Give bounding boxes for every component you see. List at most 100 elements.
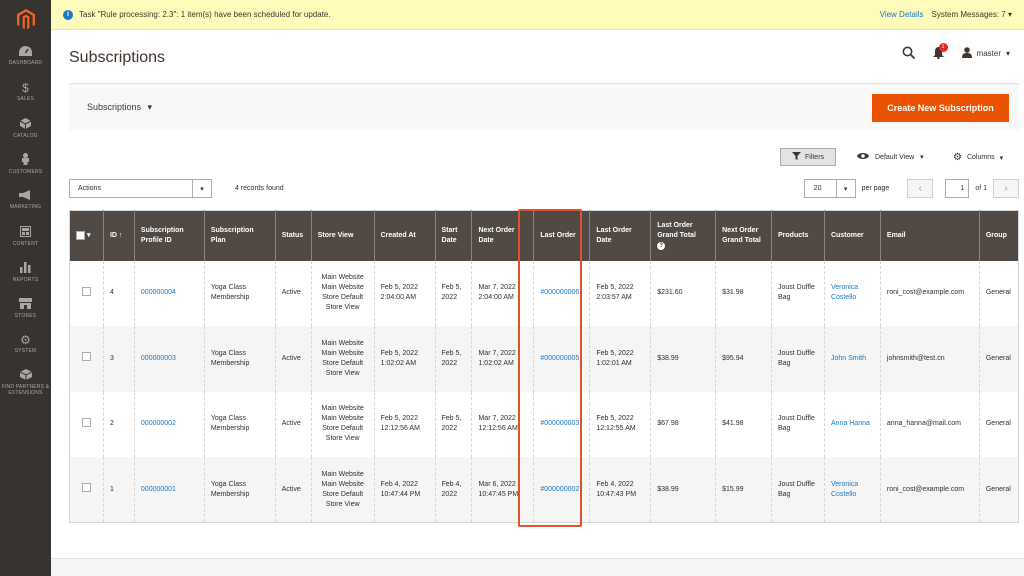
cell-id: 3	[102, 326, 135, 392]
cell-profile-id: 000000003	[133, 326, 205, 392]
cell-next-order-date-text: Mar 7, 2022 12:12:56 AM	[478, 415, 518, 433]
sidebar-item-reports[interactable]: Reports	[0, 254, 51, 290]
column-header-store-view[interactable]: Store View	[310, 210, 375, 261]
system-messages-toggle[interactable]: System Messages: 7 ▾	[932, 10, 1013, 19]
cell-plan: Yoga Class Membership	[203, 260, 276, 326]
sidebar-item-catalog[interactable]: Catalog	[0, 110, 51, 146]
admin-sidebar: Dashboard $ Sales Catalog Customers Mark…	[0, 0, 51, 576]
sidebar-item-sales[interactable]: $ Sales	[0, 74, 51, 110]
grid-actions-row: Actions ▾ 4 records found 20 ▾ per page …	[69, 179, 1019, 199]
table-row[interactable]: 2 000000002 Yoga Class Membership Active Mai…	[69, 391, 1019, 457]
layout-icon	[20, 225, 31, 240]
previous-page-button[interactable]: ‹	[907, 179, 934, 198]
cell-profile-id-link[interactable]: 000000002	[140, 420, 176, 428]
column-header-created-at[interactable]: Created At	[373, 210, 436, 261]
cell-id: 2	[102, 391, 135, 457]
next-page-button[interactable]: ›	[993, 179, 1019, 198]
row-checkbox[interactable]	[81, 417, 91, 427]
create-new-subscription-button[interactable]: Create New Subscription	[872, 94, 1009, 122]
cell-start-date-text: Feb 4, 2022	[441, 480, 462, 498]
row-select-cell	[69, 457, 104, 523]
cell-customer: Veronica Costello	[823, 260, 881, 326]
cell-profile-id-link[interactable]: 000000004	[140, 289, 176, 297]
column-header-plan[interactable]: Subscription Plan	[203, 210, 276, 261]
help-icon[interactable]: ?	[657, 241, 666, 250]
column-header-products[interactable]: Products	[771, 210, 825, 261]
cell-last-order-grand-total-text: $67.98	[657, 420, 679, 428]
cell-profile-id-link[interactable]: 000000001	[140, 485, 176, 493]
box-icon	[19, 368, 32, 383]
column-header-last-order-date[interactable]: Last Order Date	[589, 210, 651, 261]
table-row[interactable]: 3 000000003 Yoga Class Membership Active Mai…	[69, 326, 1019, 392]
view-selector[interactable]: Default View ▾	[857, 152, 924, 162]
per-page-select[interactable]: 20 ▾	[803, 179, 856, 198]
table-row[interactable]: 1 000000001 Yoga Class Membership Active Mai…	[69, 457, 1019, 523]
per-page-value: 20	[813, 185, 822, 192]
column-header-profile-id[interactable]: Subscription Profile ID	[133, 210, 205, 261]
cell-last-order-date-text: Feb 5, 2022 1:02:01 AM	[596, 349, 634, 367]
search-icon[interactable]	[902, 46, 915, 61]
subscriptions-switcher[interactable]: Subscriptions ▾	[87, 102, 152, 113]
cell-next-order-date: Mar 7, 2022 2:04:00 AM	[471, 260, 534, 326]
column-header-start-date[interactable]: Start Date	[434, 210, 472, 261]
cell-profile-id-link[interactable]: 000000003	[140, 354, 176, 362]
sidebar-item-dashboard[interactable]: Dashboard	[0, 38, 51, 74]
row-checkbox[interactable]	[81, 483, 91, 492]
cell-email-text: anna_hanna@mail.com	[886, 420, 961, 428]
cell-last-order-grand-total: $38.99	[650, 326, 716, 392]
cell-group-text: General	[985, 354, 1011, 362]
cell-customer-link[interactable]: Veronica Costello	[830, 284, 859, 302]
cell-products: Joust Duffle Bag	[771, 457, 825, 523]
column-header-last-order[interactable]: Last Order	[533, 210, 590, 261]
cell-last-order-link[interactable]: #000000003	[540, 420, 580, 428]
column-header-group[interactable]: Group	[978, 210, 1019, 261]
view-details-link[interactable]: View Details	[879, 10, 924, 19]
cell-store-view: Main Website Main Website Store Default …	[310, 391, 375, 457]
page-number-input[interactable]: 1	[945, 179, 970, 198]
cell-last-order-date: Feb 5, 2022 12:12:55 AM	[589, 391, 651, 457]
column-header-customer[interactable]: Customer	[823, 210, 881, 261]
filters-button[interactable]: Filters	[780, 148, 836, 166]
cell-last-order-link[interactable]: #000000006	[540, 289, 580, 297]
sidebar-item-marketing[interactable]: Marketing	[0, 182, 51, 218]
cell-status-text: Active	[281, 420, 301, 428]
column-header-email[interactable]: Email	[879, 210, 980, 261]
mass-select-header[interactable]: ▾	[69, 210, 104, 261]
select-all-checkbox[interactable]	[76, 231, 85, 241]
sidebar-item-partners[interactable]: Find Partners & Extensions	[0, 362, 51, 402]
sidebar-item-system[interactable]: ⚙ System	[0, 326, 51, 362]
column-header-next-order-grand-total[interactable]: Next Order Grand Total	[715, 210, 772, 261]
system-notice: i Task "Rule processing: 2.3": 1 item(s)…	[51, 0, 1024, 30]
mass-actions-dropdown[interactable]: Actions ▾	[69, 179, 212, 198]
cell-customer-link[interactable]: Anna Hanna	[830, 420, 870, 428]
cell-last-order-grand-total: $38.99	[650, 457, 716, 523]
row-checkbox[interactable]	[81, 286, 91, 296]
table-row[interactable]: 4 000000004 Yoga Class Membership Active Mai…	[69, 260, 1019, 326]
cell-last-order-link[interactable]: #000000005	[540, 354, 580, 362]
per-page-label: per page	[861, 185, 890, 192]
sidebar-item-label: Customers	[8, 169, 43, 175]
cell-id-text: 2	[109, 420, 114, 428]
user-menu[interactable]: master ▾	[961, 47, 1010, 60]
row-checkbox[interactable]	[81, 352, 91, 362]
column-header-id[interactable]: ID ↑	[102, 210, 135, 261]
sidebar-item-stores[interactable]: Stores	[0, 290, 51, 326]
cell-plan: Yoga Class Membership	[203, 457, 276, 523]
cell-customer-link[interactable]: John Smith	[830, 354, 866, 362]
column-header-next-order-date[interactable]: Next Order Date	[471, 210, 534, 261]
columns-selector[interactable]: ⚙ Columns ▾	[953, 152, 1003, 163]
sidebar-item-label: System	[14, 348, 37, 354]
cell-last-order-link[interactable]: #000000002	[540, 485, 580, 493]
dollar-icon: $	[22, 81, 29, 95]
column-label: ID	[109, 231, 117, 239]
cell-plan: Yoga Class Membership	[203, 391, 276, 457]
cell-start-date-text: Feb 5, 2022	[441, 415, 462, 433]
sidebar-item-content[interactable]: Content	[0, 218, 51, 254]
column-header-last-order-grand-total[interactable]: Last Order Grand Total?	[650, 210, 716, 261]
sidebar-item-label: Marketing	[9, 204, 42, 210]
column-header-status[interactable]: Status	[274, 210, 312, 261]
cell-customer-link[interactable]: Veronica Costello	[830, 480, 859, 498]
sidebar-item-customers[interactable]: Customers	[0, 146, 51, 182]
notifications-button[interactable]: 1	[932, 42, 948, 61]
magento-logo[interactable]	[0, 0, 51, 38]
